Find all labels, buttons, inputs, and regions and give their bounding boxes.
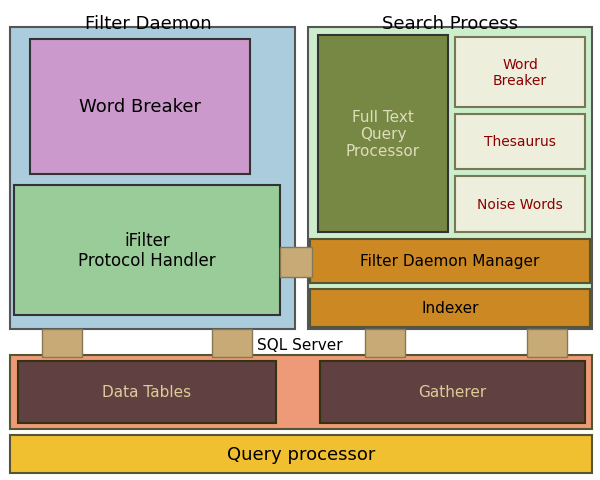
FancyBboxPatch shape <box>18 361 276 423</box>
FancyBboxPatch shape <box>320 361 585 423</box>
Text: Indexer: Indexer <box>421 301 479 316</box>
FancyBboxPatch shape <box>365 329 405 357</box>
FancyBboxPatch shape <box>30 40 250 175</box>
FancyBboxPatch shape <box>308 28 592 329</box>
FancyBboxPatch shape <box>42 329 82 357</box>
Text: Full Text
Query
Processor: Full Text Query Processor <box>346 109 420 159</box>
FancyBboxPatch shape <box>10 435 592 473</box>
Text: Thesaurus: Thesaurus <box>484 135 556 149</box>
FancyBboxPatch shape <box>527 329 567 357</box>
Text: Noise Words: Noise Words <box>477 198 563 212</box>
Text: Filter Daemon Manager: Filter Daemon Manager <box>361 254 539 269</box>
FancyBboxPatch shape <box>212 329 252 357</box>
Text: SQL Server: SQL Server <box>257 338 343 353</box>
Text: iFilter
Protocol Handler: iFilter Protocol Handler <box>78 231 216 270</box>
Text: Filter Daemon: Filter Daemon <box>85 15 211 33</box>
Text: Word
Breaker: Word Breaker <box>493 58 547 88</box>
FancyBboxPatch shape <box>280 248 312 277</box>
FancyBboxPatch shape <box>14 186 280 315</box>
FancyBboxPatch shape <box>455 115 585 169</box>
FancyBboxPatch shape <box>455 177 585 232</box>
FancyBboxPatch shape <box>10 28 295 329</box>
Text: Gatherer: Gatherer <box>418 384 487 400</box>
FancyBboxPatch shape <box>455 38 585 108</box>
Text: Data Tables: Data Tables <box>103 384 191 400</box>
FancyBboxPatch shape <box>10 355 592 429</box>
Text: Word Breaker: Word Breaker <box>79 98 201 116</box>
Text: Search Process: Search Process <box>382 15 518 33</box>
Text: Query processor: Query processor <box>227 445 375 463</box>
FancyBboxPatch shape <box>310 289 590 327</box>
FancyBboxPatch shape <box>310 240 590 283</box>
FancyBboxPatch shape <box>318 36 448 232</box>
